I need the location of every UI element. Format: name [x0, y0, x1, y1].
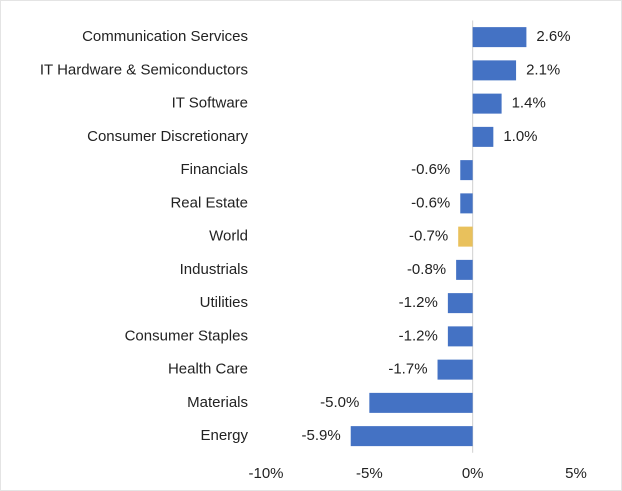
data-label: 2.1%	[526, 61, 560, 78]
y-tick-label: Financials	[180, 161, 248, 178]
bar	[447, 326, 473, 347]
data-label: -1.7%	[388, 361, 427, 378]
data-label: -0.8%	[407, 261, 446, 278]
x-tick-label: -5%	[356, 465, 383, 482]
data-label: 2.6%	[536, 28, 570, 45]
bar	[456, 259, 473, 280]
bar	[472, 27, 527, 48]
data-label: 1.0%	[503, 128, 537, 145]
bar	[369, 392, 473, 413]
data-label: -1.2%	[399, 294, 438, 311]
y-tick-label: World	[209, 228, 248, 245]
y-tick-label: Consumer Discretionary	[87, 128, 248, 145]
data-label: -1.2%	[399, 327, 438, 344]
y-tick-label: Utilities	[200, 294, 248, 311]
data-label: -0.6%	[411, 194, 450, 211]
x-tick-label: 5%	[565, 465, 587, 482]
x-tick-label: -10%	[248, 465, 283, 482]
bar	[350, 426, 473, 447]
y-tick-label: Real Estate	[170, 194, 248, 211]
bar	[460, 193, 473, 214]
y-tick-label: Industrials	[180, 261, 248, 278]
y-tick-label: Energy	[200, 427, 248, 444]
bar	[458, 226, 473, 247]
data-label: -0.6%	[411, 161, 450, 178]
data-label: -5.9%	[302, 427, 341, 444]
y-tick-label: Communication Services	[82, 28, 248, 45]
bar	[447, 293, 473, 314]
y-tick-label: IT Hardware & Semiconductors	[40, 61, 248, 78]
bar	[460, 160, 473, 181]
bar	[472, 126, 494, 147]
data-label: -0.7%	[409, 228, 448, 245]
data-label: -5.0%	[320, 394, 359, 411]
y-tick-label: Health Care	[168, 361, 248, 378]
bar	[437, 359, 473, 380]
bar	[472, 60, 517, 81]
x-tick-label: 0%	[462, 465, 484, 482]
y-tick-label: Materials	[187, 394, 248, 411]
y-tick-label: Consumer Staples	[125, 327, 248, 344]
bar	[472, 93, 502, 114]
y-tick-label: IT Software	[172, 95, 248, 112]
data-label: 1.4%	[512, 95, 546, 112]
